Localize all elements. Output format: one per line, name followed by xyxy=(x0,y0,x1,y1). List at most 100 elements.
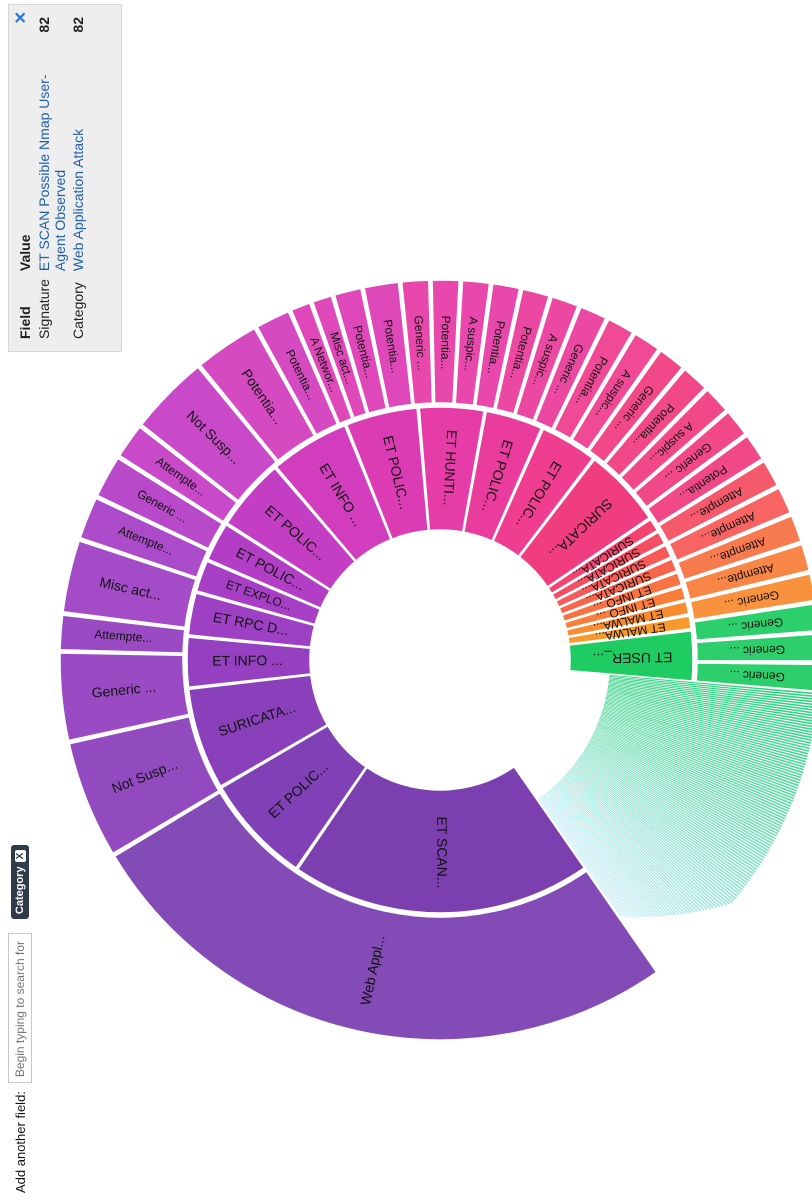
thin-slice[interactable] xyxy=(602,707,805,768)
thin-slice[interactable] xyxy=(588,741,774,845)
thin-slice[interactable] xyxy=(599,718,798,792)
thin-slice[interactable] xyxy=(602,708,805,771)
thin-slice[interactable] xyxy=(556,783,680,915)
thin-slice[interactable] xyxy=(600,715,799,787)
outer-slice[interactable] xyxy=(695,662,812,692)
thin-slice[interactable] xyxy=(586,745,770,852)
thin-slice[interactable] xyxy=(557,781,686,915)
thin-slice[interactable] xyxy=(565,773,715,909)
close-icon[interactable]: ✕ xyxy=(13,11,30,25)
thin-slice[interactable] xyxy=(604,700,810,752)
outer-slice[interactable] xyxy=(290,302,353,425)
thin-slice[interactable] xyxy=(547,791,652,918)
outer-slice[interactable] xyxy=(363,281,413,410)
thin-slice[interactable] xyxy=(607,685,812,720)
inner-slice[interactable] xyxy=(275,424,392,562)
thin-slice[interactable] xyxy=(595,727,789,813)
thin-slice[interactable] xyxy=(589,740,775,842)
inner-slice[interactable] xyxy=(296,765,586,914)
inner-slice[interactable] xyxy=(462,410,543,542)
thin-slice[interactable] xyxy=(573,764,740,895)
inner-slice[interactable] xyxy=(206,523,332,610)
inner-slice[interactable] xyxy=(220,724,368,870)
inner-slice[interactable] xyxy=(226,467,357,591)
thin-slice[interactable] xyxy=(566,773,718,909)
thin-slice[interactable] xyxy=(607,690,812,731)
thin-slice[interactable] xyxy=(604,701,809,755)
thin-slice[interactable] xyxy=(584,748,765,859)
outer-slice[interactable] xyxy=(96,457,224,550)
value-category[interactable]: Web Application Attack xyxy=(70,128,86,272)
thin-slice[interactable] xyxy=(605,696,811,744)
outer-slice[interactable] xyxy=(118,426,238,523)
thin-slice[interactable] xyxy=(601,711,803,776)
thin-slice[interactable] xyxy=(609,674,812,695)
thin-slice[interactable] xyxy=(597,722,794,802)
thin-slice[interactable] xyxy=(541,795,634,918)
inner-slice[interactable] xyxy=(345,407,430,541)
inner-slice[interactable] xyxy=(518,458,651,588)
outer-slice[interactable] xyxy=(668,487,792,562)
thin-slice[interactable] xyxy=(594,729,787,818)
thin-slice[interactable] xyxy=(599,719,797,795)
thin-slice[interactable] xyxy=(587,743,771,850)
thin-slice[interactable] xyxy=(585,747,767,857)
inner-slice[interactable] xyxy=(418,406,486,533)
thin-slice[interactable] xyxy=(575,761,745,889)
field-search-input[interactable] xyxy=(8,933,32,1084)
thin-slice[interactable] xyxy=(608,679,812,706)
thin-slice[interactable] xyxy=(552,786,668,917)
outer-slice[interactable] xyxy=(588,349,684,464)
thin-slice[interactable] xyxy=(605,699,810,750)
inner-slice[interactable] xyxy=(547,518,659,595)
outer-slice[interactable] xyxy=(59,614,186,654)
thin-slice[interactable] xyxy=(554,785,674,916)
thin-slice[interactable] xyxy=(571,767,735,902)
thin-slice[interactable] xyxy=(581,753,758,871)
thin-slice[interactable] xyxy=(544,793,643,918)
thin-slice[interactable] xyxy=(579,756,753,878)
thin-slice[interactable] xyxy=(592,735,781,830)
thin-slice[interactable] xyxy=(589,739,776,840)
inner-slice[interactable] xyxy=(561,571,683,623)
thin-slice[interactable] xyxy=(539,797,628,918)
thin-slice[interactable] xyxy=(603,705,807,763)
thin-slice[interactable] xyxy=(605,698,811,747)
thin-slice[interactable] xyxy=(580,755,755,875)
outer-slice[interactable] xyxy=(68,715,220,855)
outer-slice[interactable] xyxy=(676,514,802,581)
outer-slice[interactable] xyxy=(553,318,634,440)
outer-slice[interactable] xyxy=(514,296,579,422)
thin-slice[interactable] xyxy=(596,726,791,810)
thin-slice[interactable] xyxy=(576,760,747,887)
thin-slice[interactable] xyxy=(538,797,625,917)
thin-slice[interactable] xyxy=(598,720,796,797)
outer-slice[interactable] xyxy=(474,282,521,410)
thin-slice[interactable] xyxy=(560,779,696,913)
thin-slice[interactable] xyxy=(596,725,792,807)
outer-slice[interactable] xyxy=(79,497,209,579)
outer-slice[interactable] xyxy=(495,288,550,415)
thin-slice[interactable] xyxy=(584,749,764,861)
thin-slice[interactable] xyxy=(551,787,665,917)
thin-slice[interactable] xyxy=(550,788,662,917)
inner-slice[interactable] xyxy=(568,630,694,682)
outer-slice[interactable] xyxy=(431,279,460,405)
thin-slice[interactable] xyxy=(553,786,671,916)
inner-slice[interactable] xyxy=(554,544,673,609)
thin-slice[interactable] xyxy=(559,780,693,914)
thin-slice[interactable] xyxy=(602,709,804,774)
thin-slice[interactable] xyxy=(601,712,802,779)
thin-slice[interactable] xyxy=(568,771,724,907)
thin-slice[interactable] xyxy=(562,777,702,912)
outer-slice[interactable] xyxy=(571,333,660,451)
inner-slice[interactable] xyxy=(187,592,316,648)
thin-slice[interactable] xyxy=(591,737,779,835)
outer-slice[interactable] xyxy=(689,572,812,621)
thin-slice[interactable] xyxy=(590,738,778,837)
thin-slice[interactable] xyxy=(548,790,655,918)
thin-slice[interactable] xyxy=(545,792,646,918)
thin-slice[interactable] xyxy=(586,746,768,854)
thin-slice[interactable] xyxy=(557,782,683,915)
thin-slice[interactable] xyxy=(593,731,785,823)
